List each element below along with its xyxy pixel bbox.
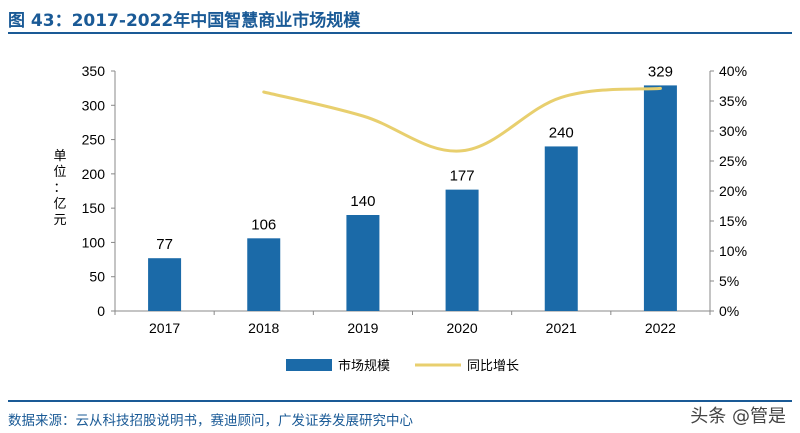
data-label: 140 (350, 193, 375, 210)
bar (445, 189, 479, 311)
y-tick-label: 150 (82, 200, 106, 216)
x-tick-label: 2019 (347, 320, 378, 336)
y-axis-title-char: 单 (53, 149, 66, 164)
legend-label-line: 同比增长 (467, 359, 519, 374)
legend-label-bar: 市场规模 (338, 358, 390, 374)
data-label: 240 (549, 124, 574, 141)
legend-swatch-bar (286, 359, 332, 371)
x-tick-label: 2022 (645, 320, 676, 336)
bar (247, 238, 281, 311)
y-axis-title-char: 元 (53, 213, 66, 228)
y2-tick-label: 35% (719, 93, 747, 109)
growth-line (262, 86, 662, 153)
data-label: 77 (156, 236, 173, 253)
bar (148, 258, 182, 311)
bar (643, 85, 677, 312)
x-tick-label: 2021 (546, 320, 577, 336)
y-tick-label: 0 (97, 303, 105, 319)
y2-tick-label: 30% (719, 123, 747, 139)
y2-tick-label: 15% (719, 213, 747, 229)
data-label: 329 (648, 63, 673, 80)
y-axis-title-char: ： (53, 181, 66, 196)
y2-tick-label: 5% (719, 273, 739, 289)
y-tick-label: 200 (82, 166, 106, 182)
y2-tick-label: 40% (719, 63, 747, 79)
x-tick-label: 2017 (149, 320, 180, 336)
y-axis-title-char: 亿 (53, 197, 66, 212)
bar (544, 146, 578, 311)
y-tick-label: 100 (82, 234, 106, 250)
y-tick-label: 300 (82, 97, 106, 113)
x-tick-label: 2020 (447, 320, 478, 336)
data-label: 106 (251, 216, 276, 233)
y-axis-title-char: 位 (53, 165, 66, 180)
y-tick-label: 250 (82, 132, 106, 148)
title-divider (8, 32, 792, 34)
y-tick-label: 50 (89, 269, 105, 285)
chart: 0 50 100 150 200 250 300 350 0% 5% 10% 15% 20% 25% 30%… (53, 63, 747, 374)
data-label: 177 (450, 168, 475, 185)
y2-tick-label: 0% (719, 303, 739, 319)
x-tick-label: 2018 (248, 320, 279, 336)
watermark: 头条 @管是 (690, 406, 786, 427)
y2-tick-label: 25% (719, 153, 747, 169)
source-note: 数据来源：云从科技招股说明书，赛迪顾问，广发证券发展研究中心 (8, 413, 413, 429)
source-divider (8, 400, 792, 402)
figure-header: 图 43：2017-2022年中国智慧商业市场规模 (0, 0, 800, 34)
bar (346, 215, 380, 311)
y2-tick-label: 20% (719, 183, 747, 199)
figure-title: 图 43：2017-2022年中国智慧商业市场规模 (8, 11, 361, 31)
y2-tick-label: 10% (719, 243, 747, 259)
y-tick-label: 350 (82, 63, 106, 79)
